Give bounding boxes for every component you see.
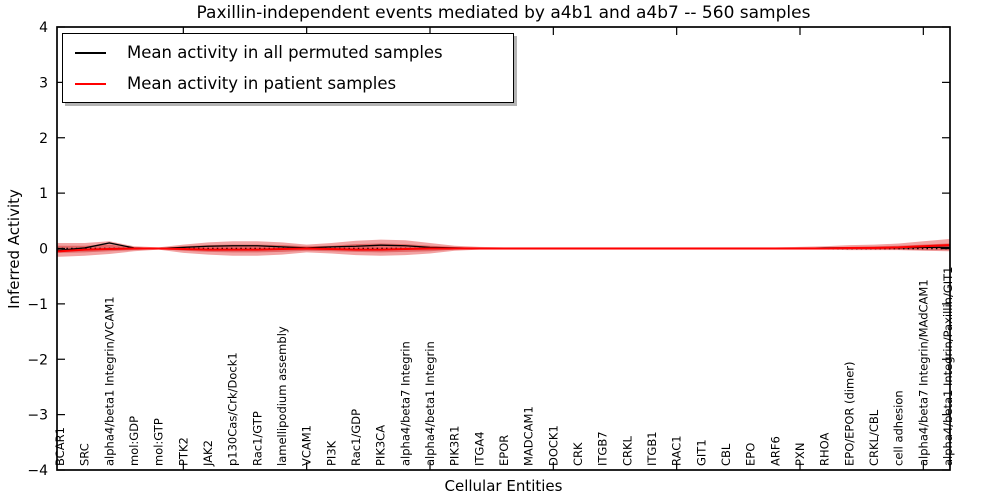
x-tick-label: alpha4/beta1 Integrin/Paxillin/GIT1: [941, 267, 955, 466]
x-tick-label: CBL: [719, 443, 733, 466]
x-tick-label: PTK2: [176, 437, 190, 466]
x-tick-label: RAC1: [670, 435, 684, 466]
x-axis-label: Cellular Entities: [444, 477, 563, 495]
x-tick-label: MADCAM1: [522, 406, 536, 466]
y-tick-label: −2: [27, 352, 48, 368]
legend-entry-permuted: Mean activity in all permuted samples: [75, 41, 503, 64]
x-tick-label: PIK3CA: [374, 425, 388, 466]
x-tick-label: DOCK1: [546, 425, 560, 466]
x-tick-label: ITGB1: [645, 431, 659, 466]
y-tick-label: 2: [39, 131, 48, 147]
legend-line-patient-icon: [75, 82, 106, 85]
x-tick-label: RHOA: [818, 433, 832, 466]
y-tick-label: −3: [27, 408, 48, 424]
x-tick-label: EPO/EPOR (dimer): [842, 362, 856, 467]
x-tick-label: BCAR1: [53, 427, 67, 466]
x-tick-label: mol:GTP: [152, 418, 166, 466]
x-tick-label: EPOR: [497, 435, 511, 466]
x-tick-label: ARF6: [768, 436, 782, 466]
x-tick-label: CRKL/CBL: [867, 409, 881, 466]
legend-label-patient: Mean activity in patient samples: [127, 74, 397, 93]
legend-line-permuted-icon: [75, 51, 106, 54]
x-tick-label: alpha4/beta7 Integrin: [398, 341, 412, 466]
x-tick-label: VCAM1: [300, 425, 314, 466]
x-tick-label: ITGB7: [596, 431, 610, 466]
x-tick-label: alpha4/beta1 Integrin: [423, 341, 437, 466]
series-line-patient: [57, 244, 950, 253]
x-tick-label: PXN: [793, 443, 807, 466]
y-tick-label: 0: [39, 242, 48, 258]
x-tick-label: Rac1/GTP: [250, 411, 264, 466]
x-tick-label: GIT1: [694, 439, 708, 466]
x-tick-label: alpha4/beta1 Integrin/VCAM1: [102, 296, 116, 466]
legend-entry-patient: Mean activity in patient samples: [75, 72, 503, 95]
x-tick-label: JAK2: [201, 440, 215, 467]
y-tick-label: −1: [27, 297, 48, 313]
y-tick-label: −4: [27, 463, 48, 479]
y-tick-label: 3: [39, 75, 48, 91]
x-tick-label: EPO: [744, 443, 758, 466]
x-tick-label: p130Cas/Crk/Dock1: [226, 352, 240, 466]
x-tick-label: cell adhesion: [892, 390, 906, 466]
chart-title: Paxillin-independent events mediated by …: [196, 3, 811, 23]
y-tick-label: 4: [39, 20, 48, 36]
x-tick-label: PIK3R1: [448, 426, 462, 467]
legend: Mean activity in all permuted samples Me…: [62, 33, 514, 103]
x-tick-label: Rac1/GDP: [349, 409, 363, 466]
x-tick-label: alpha4/beta7 Integrin/MAdCAM1: [916, 279, 930, 466]
y-tick-label: 1: [39, 186, 48, 202]
x-tick-label: SRC: [78, 443, 92, 466]
x-tick-label: CRKL: [620, 435, 634, 466]
x-tick-label: CRK: [571, 442, 585, 466]
y-axis-label: Inferred Activity: [5, 189, 23, 309]
x-tick-label: PI3K: [324, 440, 338, 466]
legend-label-permuted: Mean activity in all permuted samples: [127, 43, 443, 62]
x-tick-label: ITGA4: [472, 431, 486, 466]
x-tick-label: mol:GDP: [127, 416, 141, 466]
x-tick-label: lamellipodium assembly: [275, 326, 289, 466]
